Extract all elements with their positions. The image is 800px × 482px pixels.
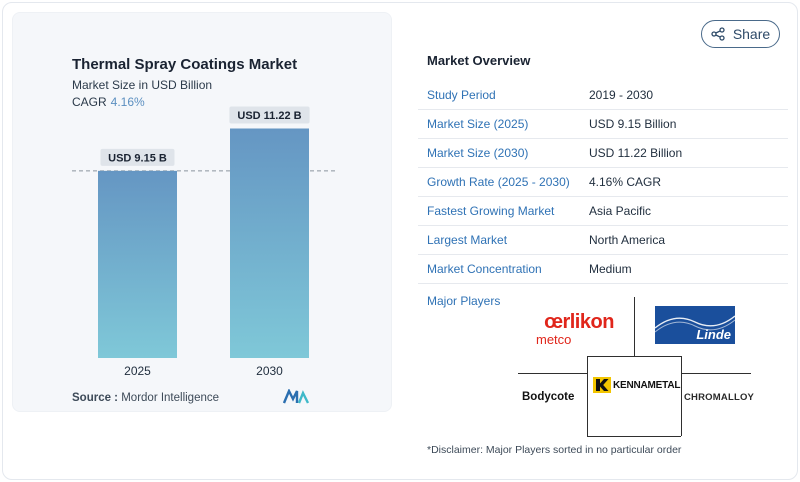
share-button[interactable]: Share <box>701 20 780 48</box>
overview-title: Market Overview <box>427 53 531 68</box>
cagr-text: CAGR 4.16% <box>72 95 145 109</box>
linde-logo-text: Linde <box>696 327 731 342</box>
data-label-bg <box>229 106 310 124</box>
kennametal-logo-text: KENNAMETAL <box>613 379 681 391</box>
source-label: Source : <box>72 392 119 404</box>
kennametal-logo: KENNAMETAL <box>593 377 680 393</box>
overview-row-largest-market: Largest Market North America <box>418 226 788 255</box>
bodycote-logo: Bodycote <box>522 391 574 403</box>
data-label: USD 11.22 B <box>237 110 301 122</box>
kennametal-k-icon <box>593 377 611 393</box>
players-divider <box>587 436 681 437</box>
overview-value: USD 11.22 Billion <box>589 146 683 160</box>
overview-key: Study Period <box>427 88 496 102</box>
share-label: Share <box>732 26 771 42</box>
source-value: Mordor Intelligence <box>121 392 220 404</box>
overview-value: USD 9.15 Billion <box>589 117 677 131</box>
bodycote-logo-text: Bodycote <box>522 391 575 403</box>
x-tick-label: 2030 <box>256 364 283 378</box>
overview-key: Fastest Growing Market <box>427 204 555 218</box>
disclaimer-text: *Disclaimer: Major Players sorted in no … <box>427 444 682 456</box>
overview-value: 2019 - 2030 <box>589 88 654 102</box>
oerlikon-metco-logo: œrlikon metco <box>534 311 624 351</box>
linde-logo: Linde <box>655 306 735 344</box>
chromalloy-logo-text: CHROMALLOY <box>684 392 755 403</box>
overview-table: Study Period 2019 - 2030 Market Size (20… <box>418 81 788 284</box>
metco-logo-text: metco <box>536 332 572 347</box>
players-divider <box>681 373 751 374</box>
players-divider <box>587 356 588 436</box>
cagr-value: 4.16% <box>110 95 145 109</box>
players-divider <box>587 356 681 357</box>
x-tick-label: 2025 <box>124 364 151 378</box>
mordor-intelligence-logo-icon <box>283 389 309 404</box>
bar-2030 <box>230 128 309 358</box>
overview-row-fastest-growing: Fastest Growing Market Asia Pacific <box>418 197 788 226</box>
chart-title: Thermal Spray Coatings Market <box>72 56 298 73</box>
bar-chart: USD 9.15 B 2025 USD 11.22 B 2030 <box>72 106 338 378</box>
overview-key: Market Size (2025) <box>427 117 529 131</box>
source-text: Source : Mordor Intelligence <box>72 392 219 404</box>
players-title: Major Players <box>427 294 501 308</box>
data-label: USD 9.15 B <box>108 152 167 164</box>
overview-row-market-size-2025: Market Size (2025) USD 9.15 Billion <box>418 110 788 139</box>
overview-key: Market Size (2030) <box>427 146 529 160</box>
share-icon <box>711 27 725 41</box>
chart-subtitle: Market Size in USD Billion <box>72 78 213 92</box>
chart-card <box>12 12 392 412</box>
overview-row-growth-rate: Growth Rate (2025 - 2030) 4.16% CAGR <box>418 168 788 197</box>
players-divider <box>634 297 635 356</box>
data-label-bg <box>100 148 175 166</box>
overview-row-market-size-2030: Market Size (2030) USD 11.22 Billion <box>418 139 788 168</box>
overview-value: 4.16% CAGR <box>589 175 662 189</box>
chromalloy-logo: CHROMALLOY <box>684 392 754 403</box>
players-divider <box>518 373 587 374</box>
bar-2025 <box>98 170 177 358</box>
players-divider <box>681 356 682 436</box>
overview-key: Market Concentration <box>427 262 542 276</box>
overview-value: Medium <box>589 262 632 276</box>
overview-row-concentration: Market Concentration Medium <box>418 255 788 284</box>
oerlikon-logo-text: œrlikon <box>544 311 614 333</box>
cagr-label: CAGR <box>72 95 107 109</box>
overview-row-study-period: Study Period 2019 - 2030 <box>418 81 788 110</box>
overview-value: North America <box>589 233 666 247</box>
linde-wave-icon <box>655 315 735 333</box>
overview-key: Growth Rate (2025 - 2030) <box>427 175 570 189</box>
overview-value: Asia Pacific <box>589 204 652 218</box>
overview-key: Largest Market <box>427 233 508 247</box>
